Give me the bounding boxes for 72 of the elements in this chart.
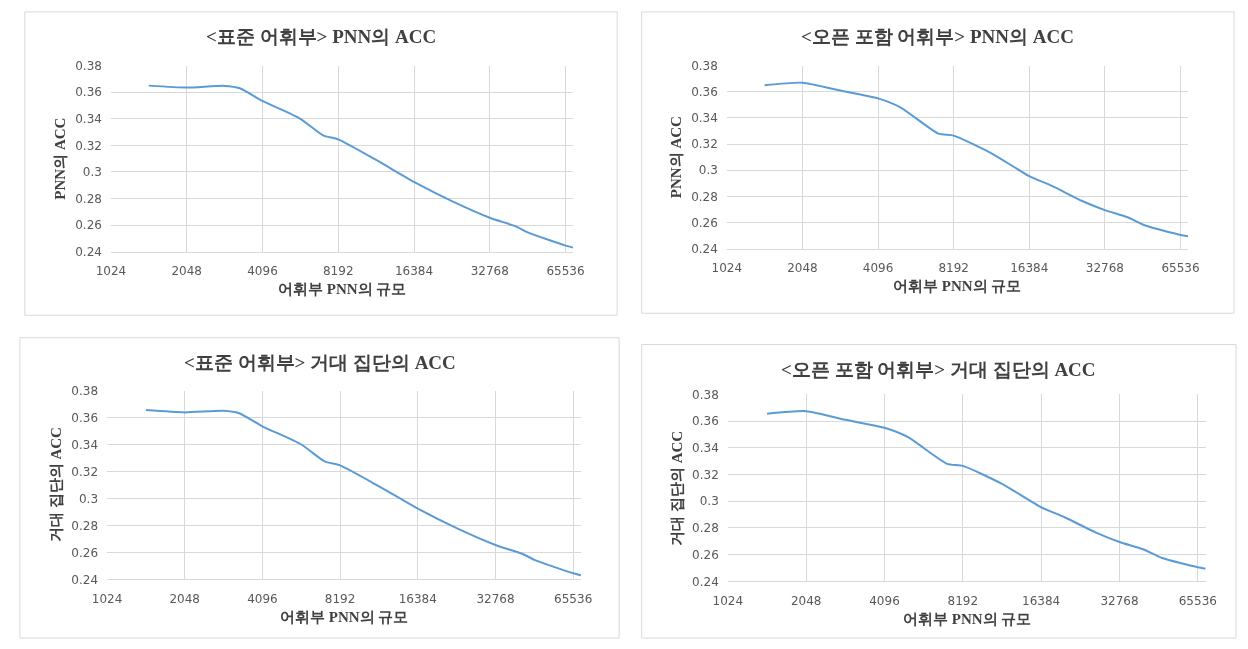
x-tick-label: 1024 [95,264,127,279]
x-axis-title: 어휘부 PNN의 규모 [903,611,1032,627]
x-tick-label: 1024 [711,261,743,276]
y-tick-label: 0.32 [691,137,718,152]
x-axis-title: 어휘부 PNN의 규모 [278,281,407,297]
chart-title: <표준 어휘부> 거대 집단의 ACC [184,352,456,373]
x-axis-title: 어휘부 PNN의 규모 [280,609,409,625]
x-tick-label: 65536 [554,591,593,606]
y-tick-label: 0.38 [71,383,99,398]
x-tick-label: 8192 [322,264,354,279]
y-tick-label: 0.26 [691,215,718,230]
y-tick-label: 0.34 [75,112,102,127]
y-tick-label: 0.24 [71,572,99,587]
x-tick-label: 8192 [938,261,969,276]
y-axis-title: 거대 집단의 ACC [669,430,686,546]
y-tick-label: 0.26 [71,545,99,560]
x-axis-title: 어휘부 PNN의 규모 [893,278,1022,294]
x-tick-label: 2048 [790,593,822,608]
y-tick-label: 0.28 [691,189,718,204]
y-tick-label: 0.28 [692,521,719,536]
x-tick-label: 4096 [862,261,894,276]
x-tick-label: 65536 [546,264,585,279]
y-tick-label: 0.34 [691,111,718,126]
y-tick-label: 0.3 [78,491,99,506]
x-tick-label: 16384 [394,264,434,279]
y-axis-title: 거대 집단의 ACC [48,427,65,543]
y-tick-label: 0.34 [71,437,99,452]
y-tick-label: 0.3 [698,163,718,178]
y-tick-label: 0.26 [692,547,719,562]
y-tick-label: 0.38 [692,387,719,402]
chart-title: <오픈 포함 어휘부> PNN의 ACC [801,26,1074,47]
y-axis-title: PNN의 ACC [52,117,69,200]
x-tick-label: 32768 [470,264,509,279]
y-tick-label: 0.38 [691,58,718,73]
y-tick-label: 0.28 [71,518,99,533]
y-tick-label: 0.32 [75,138,102,153]
y-tick-label: 0.24 [75,244,102,259]
x-tick-label: 8192 [947,593,979,608]
y-tick-label: 0.24 [692,574,719,589]
x-tick-label: 32768 [1085,261,1124,276]
y-tick-label: 0.36 [71,410,99,425]
x-tick-label: 32768 [476,591,515,606]
x-tick-label: 16384 [1010,261,1049,276]
x-tick-label: 2048 [787,261,818,276]
x-tick-label: 16384 [1022,593,1061,608]
y-tick-label: 0.36 [691,85,718,100]
y-tick-label: 0.3 [699,494,719,509]
x-tick-label: 1024 [91,591,123,606]
x-tick-label: 65536 [1178,593,1217,608]
x-tick-label: 8192 [324,591,356,606]
y-tick-label: 0.32 [692,467,719,482]
y-tick-label: 0.34 [692,441,719,456]
x-tick-label: 65536 [1161,261,1200,276]
x-tick-label: 2048 [171,264,202,279]
y-tick-label: 0.38 [75,58,102,73]
chart-title: <표준 어휘부> PNN의 ACC [206,26,437,47]
x-tick-label: 4096 [869,593,900,608]
x-tick-label: 32768 [1100,593,1139,608]
y-tick-label: 0.28 [75,191,102,206]
y-tick-label: 0.32 [71,464,99,479]
y-tick-label: 0.26 [75,218,102,233]
chart-title: <오픈 포함 어휘부> 거대 집단의 ACC [781,359,1096,380]
x-tick-label: 1024 [712,593,744,608]
y-tick-label: 0.3 [82,165,102,180]
y-tick-label: 0.36 [75,85,102,100]
x-tick-label: 4096 [247,264,278,279]
x-tick-label: 16384 [398,591,437,606]
x-tick-label: 2048 [169,591,201,606]
y-tick-label: 0.24 [691,241,718,256]
y-axis-title: PNN의 ACC [667,116,684,199]
x-tick-label: 4096 [247,591,278,606]
y-tick-label: 0.36 [692,414,719,429]
